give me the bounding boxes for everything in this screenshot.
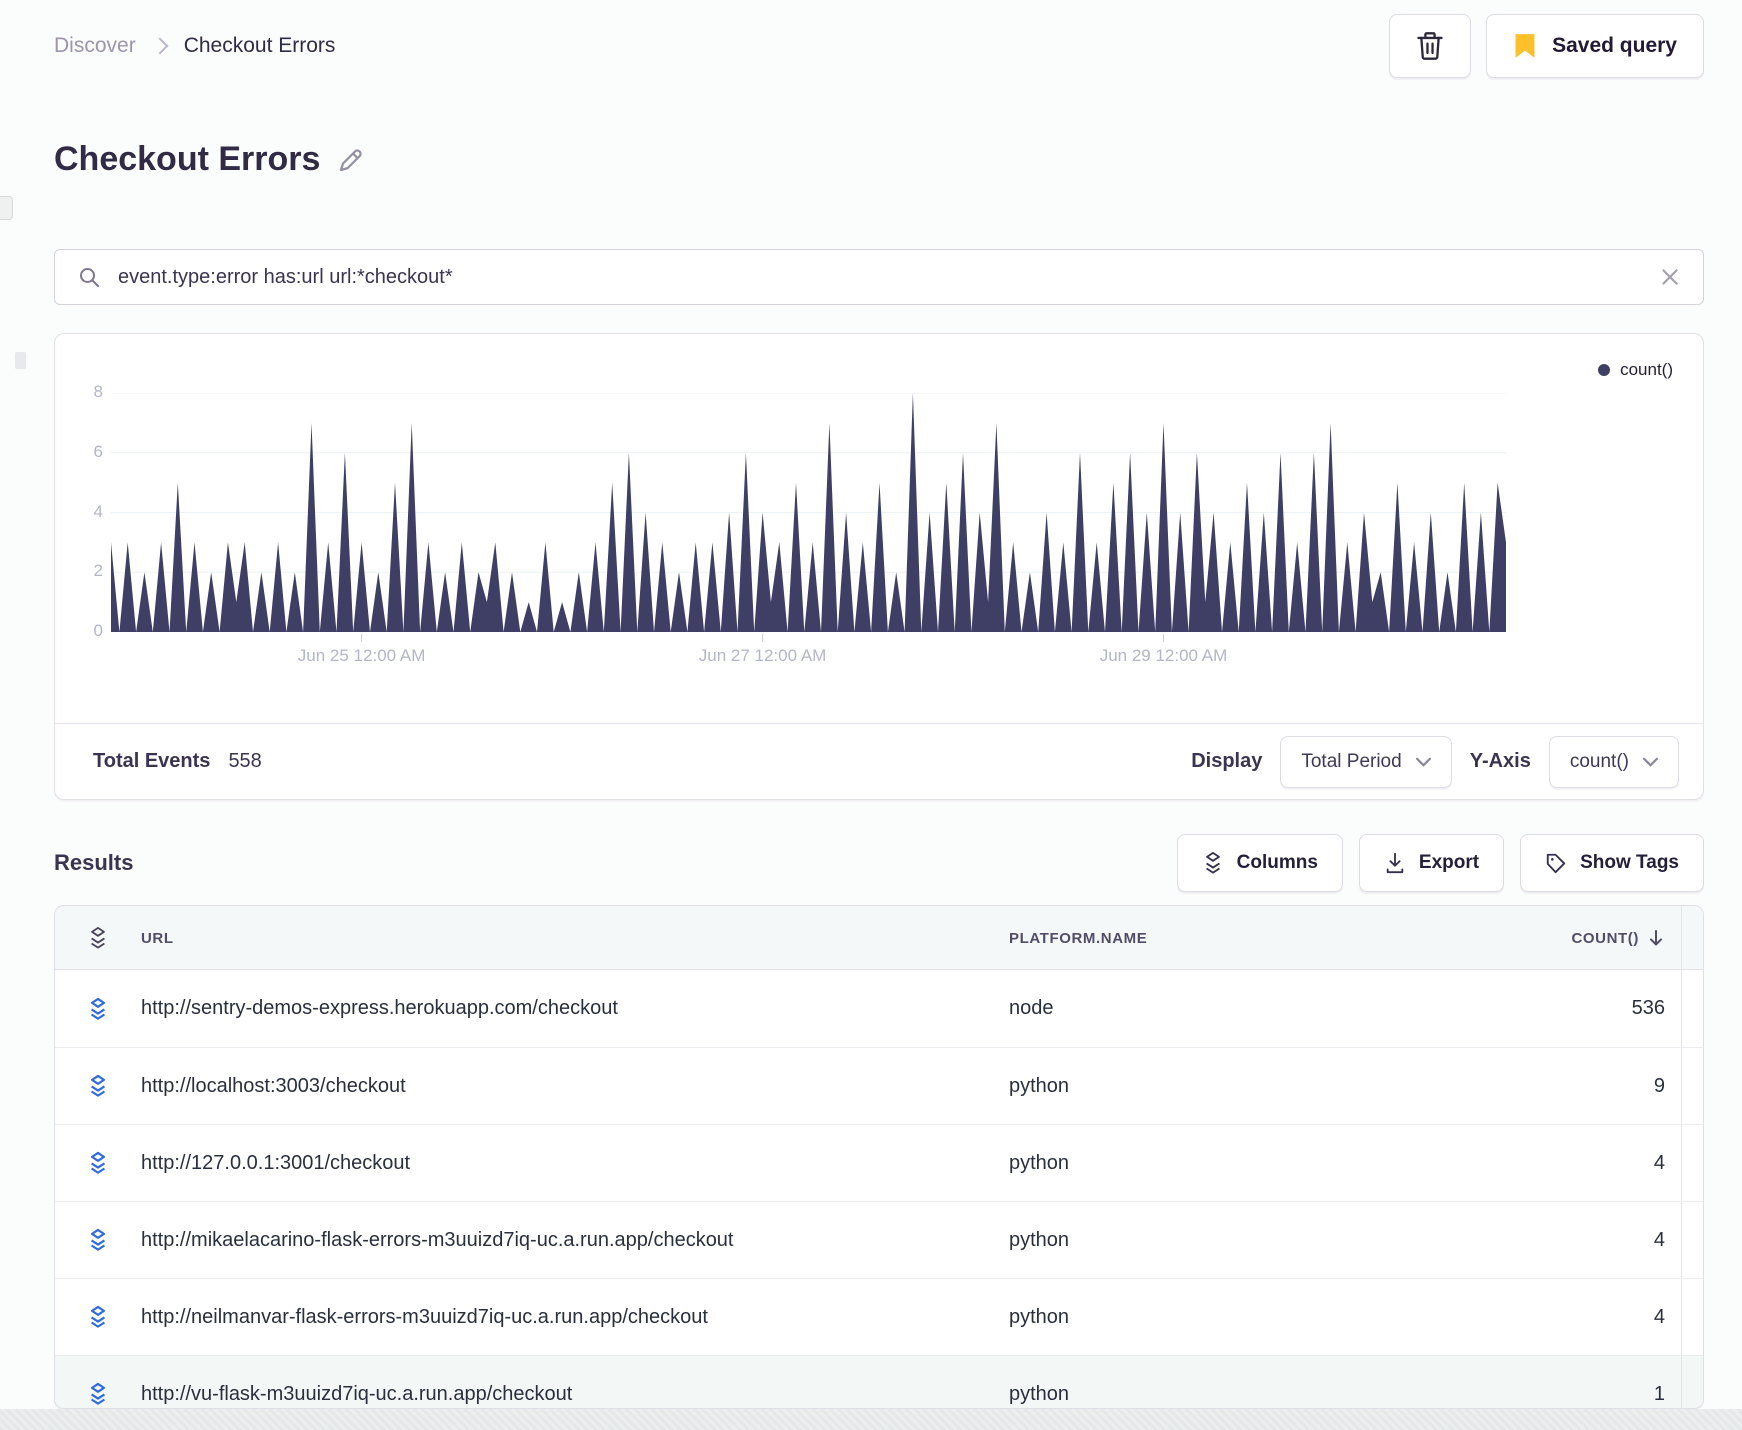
y-axis-label: 8	[93, 382, 103, 401]
platform-cell: python	[1009, 1228, 1070, 1251]
column-divider	[1681, 1356, 1703, 1408]
search-query-input[interactable]: event.type:error has:url url:*checkout*	[118, 265, 453, 288]
column-header-count[interactable]: COUNT()	[1355, 928, 1681, 948]
platform-cell: python	[1009, 1151, 1070, 1174]
search-icon	[77, 265, 101, 289]
column-header-url[interactable]: URL	[141, 929, 174, 947]
table-row[interactable]: http://127.0.0.1:3001/checkout python 4	[55, 1124, 1703, 1201]
chevron-down-icon	[1415, 757, 1431, 767]
saved-query-button[interactable]: Saved query	[1486, 14, 1704, 78]
display-label: Display	[1191, 750, 1263, 772]
table-row[interactable]: http://neilmanvar-flask-errors-m3uuizd7i…	[55, 1278, 1703, 1355]
yaxis-select-value: count()	[1569, 750, 1629, 772]
export-label: Export	[1418, 852, 1480, 873]
table-row[interactable]: http://sentry-demos-express.herokuapp.co…	[55, 970, 1703, 1047]
url-cell: http://sentry-demos-express.herokuapp.co…	[141, 997, 618, 1019]
total-events-value: 558	[228, 750, 262, 772]
y-axis-label: 2	[93, 561, 103, 580]
count-cell: 536	[1631, 997, 1665, 1019]
table-row[interactable]: http://mikaelacarino-flask-errors-m3uuiz…	[55, 1201, 1703, 1278]
x-axis-labels: Jun 25 12:00 AM Jun 27 12:00 AM Jun 29 12:…	[111, 646, 1506, 676]
topbar: Discover Checkout Errors Saved query	[54, 14, 1704, 78]
table-row[interactable]: http://localhost:3003/checkout python 9	[55, 1047, 1703, 1124]
column-divider	[1681, 1048, 1703, 1124]
page-title: Checkout Errors	[54, 140, 321, 178]
horizontal-scrollbar-track[interactable]	[0, 1409, 1742, 1430]
x-axis-label: Jun 25 12:00 AM	[297, 646, 426, 665]
tag-icon	[1546, 853, 1566, 874]
url-cell: http://localhost:3003/checkout	[141, 1074, 406, 1097]
count-cell: 9	[1653, 1074, 1665, 1097]
delete-saved-query-button[interactable]	[1389, 14, 1472, 78]
y-axis-label: 4	[93, 502, 103, 521]
x-axis-label: Jun 27 12:00 AM	[698, 646, 827, 665]
export-button[interactable]: Export	[1358, 834, 1505, 892]
window-edge-tab	[0, 196, 13, 220]
display-select-value: Total Period	[1301, 750, 1402, 772]
results-title: Results	[54, 850, 134, 875]
display-select[interactable]: Total Period	[1280, 735, 1452, 788]
sort-descending-icon	[1650, 930, 1662, 946]
table-row[interactable]: http://vu-flask-m3uuizd7iq-uc.a.run.app/…	[55, 1355, 1703, 1408]
y-axis-label: 0	[93, 621, 103, 640]
chart-legend: count()	[1598, 360, 1673, 380]
download-icon	[1386, 852, 1404, 874]
show-tags-button[interactable]: Show Tags	[1520, 834, 1704, 892]
columns-button[interactable]: Columns	[1176, 834, 1343, 892]
header-layers-icon[interactable]	[55, 926, 141, 950]
edit-title-pencil-icon[interactable]	[336, 145, 366, 175]
url-cell: http://mikaelacarino-flask-errors-m3uuiz…	[141, 1228, 734, 1251]
url-cell: http://vu-flask-m3uuizd7iq-uc.a.run.app/…	[141, 1382, 573, 1405]
breadcrumb-discover[interactable]: Discover	[54, 34, 136, 57]
column-header-platform[interactable]: PLATFORM.NAME	[1009, 929, 1148, 947]
yaxis-label: Y-Axis	[1469, 750, 1531, 772]
y-axis-labels: 0 2 4 6 8	[55, 382, 103, 640]
legend-series-label: count()	[1620, 360, 1673, 379]
total-events-label: Total Events	[93, 750, 211, 772]
bookmark-icon	[1513, 33, 1537, 59]
saved-query-label: Saved query	[1552, 34, 1677, 57]
breadcrumb: Discover Checkout Errors	[54, 34, 335, 58]
columns-label: Columns	[1236, 852, 1318, 873]
count-cell: 4	[1653, 1305, 1665, 1328]
x-axis-label: Jun 29 12:00 AM	[1099, 646, 1228, 665]
panel-drag-handle	[15, 352, 26, 369]
column-divider	[1681, 970, 1703, 1047]
trash-icon	[1416, 31, 1444, 61]
y-axis-label: 6	[93, 442, 103, 461]
platform-cell: python	[1009, 1382, 1070, 1405]
stack-expand-icon[interactable]	[55, 1074, 141, 1098]
platform-cell: python	[1009, 1305, 1070, 1328]
legend-series-dot	[1598, 364, 1611, 376]
stack-expand-icon[interactable]	[55, 1228, 141, 1252]
events-area-chart	[111, 393, 1506, 643]
platform-cell: python	[1009, 1074, 1070, 1097]
yaxis-select[interactable]: count()	[1548, 735, 1679, 788]
clear-search-icon[interactable]	[1659, 266, 1681, 288]
column-divider	[1681, 1279, 1703, 1355]
stack-expand-icon[interactable]	[55, 1382, 141, 1406]
url-cell: http://neilmanvar-flask-errors-m3uuizd7i…	[141, 1305, 708, 1328]
breadcrumb-current: Checkout Errors	[183, 34, 336, 57]
column-divider	[1681, 1125, 1703, 1201]
column-divider	[1681, 906, 1703, 970]
events-chart-panel: count() 0 2 4 6 8 Jun 25 12:00 AM Jun 27 12:0…	[54, 333, 1704, 800]
count-cell: 1	[1653, 1382, 1665, 1405]
column-divider	[1681, 1202, 1703, 1278]
show-tags-label: Show Tags	[1580, 852, 1679, 873]
chart-footer: Total Events 558 Display Total Period Y-…	[55, 723, 1703, 799]
layers-icon	[1205, 852, 1220, 874]
search-bar[interactable]: event.type:error has:url url:*checkout*	[54, 249, 1704, 305]
stack-expand-icon[interactable]	[55, 1151, 141, 1175]
stack-expand-icon[interactable]	[55, 1305, 141, 1329]
count-cell: 4	[1653, 1151, 1665, 1174]
chevron-right-icon	[151, 37, 169, 55]
count-cell: 4	[1653, 1228, 1665, 1251]
url-cell: http://127.0.0.1:3001/checkout	[141, 1151, 411, 1174]
table-header-row: URL PLATFORM.NAME COUNT()	[55, 906, 1703, 970]
chevron-down-icon	[1643, 757, 1658, 767]
results-table: URL PLATFORM.NAME COUNT() http://sentry-…	[54, 905, 1704, 1409]
platform-cell: node	[1009, 997, 1054, 1019]
stack-expand-icon[interactable]	[55, 997, 141, 1021]
